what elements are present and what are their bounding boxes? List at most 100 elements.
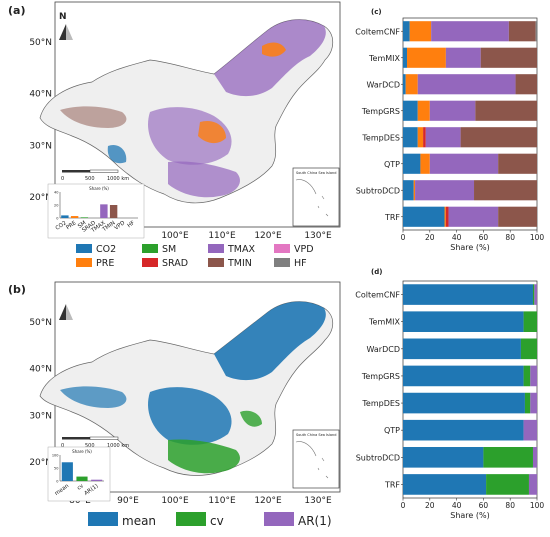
chart-d-category-label: TempDES [361,399,400,408]
chart-c-xtick-label: 0 [401,233,406,242]
chart-d-bar-segment [403,392,525,414]
map-b: (b) 50°N40°N30°N20°N 80°E90°E100°E110°E1… [8,281,341,506]
mini-a-bar [80,217,89,218]
chart-c-xtick-label: 80 [505,233,515,242]
chart-c-bar-segment [515,74,537,95]
chart-d-bar-segment [523,419,537,441]
chart-c-bar-segment [403,47,408,68]
chart-d-bar-segment [520,338,537,360]
chart-c-bar-segment [431,21,509,42]
chart-d-bar-segment [486,474,529,495]
vegetation-purple-a [214,19,326,97]
inset-a-label: South China Sea Island [296,171,336,175]
mini-a-tick: 40 [54,191,58,195]
chart-c-bar-segment [425,127,461,148]
legend-b-swatch [176,512,206,526]
chart-c-bar-segment [475,100,537,121]
chart-c-xtick-label: 40 [452,233,462,242]
legend-b-label: mean [122,514,156,528]
chart-c-xlabel: Share (%) [450,243,489,252]
chart-c-category-label: SubtroDCD [356,186,400,195]
legend-b-label: cv [210,514,224,528]
legend-a-swatch [274,258,290,267]
chart-d-bar-segment [403,447,484,468]
chart-d-xtick-label: 100 [530,501,545,510]
inset-a-islands [295,179,329,217]
inset-b-islands [295,441,329,479]
map-a-lat-label: 20°N [29,193,52,203]
chart-c-bar-segment [403,74,406,95]
chart-d-bar-segment [523,311,537,332]
map-a-lon-label: 120°E [254,231,282,241]
chart-d-frame [402,280,538,499]
map-b-lat-label: 20°N [29,458,52,468]
vegetation-tmin-a [60,106,127,128]
chart-c-xtick-label: 20 [425,233,435,242]
chart-c-bar-segment [403,180,414,201]
legend-a: CO2 SM TMAX VPD PRE SRAD TMIN HF [76,244,314,269]
legend-a-label: TMAX [227,244,255,255]
scale-a-1000: 1000 km [107,176,129,182]
mini-b-category-label: cv [76,483,85,492]
chart-c-bar-segment [429,153,499,174]
chart-c-bar-segment [480,47,537,68]
vegetation-mean-b3 [60,386,127,408]
chart-c-bar-segment [417,100,430,121]
mini-a-bar [70,216,79,218]
legend-a-swatch [76,244,92,253]
chart-d-category-label: SubtroDCD [356,453,400,462]
chart-d-xtick-label: 80 [505,501,515,510]
mini-a-category-label: CO2 [55,220,68,232]
mini-b-box [47,446,111,502]
mini-a-category-label: SM [77,220,87,230]
map-b-lon-label: 110°E [208,496,236,506]
chart-d-bar-segment [403,284,533,305]
chart-c-bar-segment [429,100,476,121]
mini-b-tick: 50 [54,467,58,471]
map-b-lat-label: 50°N [29,318,52,328]
chart-c-category-label: TRF [384,213,400,222]
mini-a-category-label: PRE [65,220,78,231]
legend-a-swatch [142,244,158,253]
north-arrow-b-icon-light [66,304,73,320]
legend-a-swatch [208,258,224,267]
panel-b-label: (b) [8,283,26,296]
panel-d-label: (d) [371,268,382,276]
map-b-lat-label: 30°N [29,411,52,421]
chart-c-bar-segment [498,153,537,174]
inset-b-label: South China Sea Island [296,433,336,437]
chart-c-bar-segment [460,127,537,148]
legend-a-label: VPD [294,244,314,255]
north-arrow-b-icon [59,304,66,320]
mini-a-bar [100,204,108,218]
chart-c-bar-segment [445,47,481,68]
chart-c-category-label: TempGRS [361,107,400,116]
panel-a-label: (a) [8,4,25,17]
chart-c-bar-segment [448,206,499,227]
chart-d-bar-segment [403,419,524,441]
chart-c-bar-segment [474,180,537,201]
chart-c-category-label: ColtemCNF [355,27,400,36]
chart-c-bar-segment [403,127,418,148]
chart-c-bar-segment [415,180,475,201]
scale-b-500: 500 [85,443,95,449]
chart-c-bar-segment [445,206,449,227]
map-b-lon-label: 120°E [254,496,282,506]
chart-d-bar-segment [403,474,487,495]
chart-d-bar-segment [403,311,524,332]
inset-b [292,429,340,489]
chart-c-xtick-label: 100 [530,233,545,242]
chart-d-xtick-label: 20 [425,501,435,510]
map-a-lat-label: 50°N [29,38,52,48]
map-a-lon-label: 100°E [161,231,189,241]
mini-b-bar [76,476,88,481]
mini-a-category-label: VPD [114,220,127,231]
chart-d-bar-segment [532,447,537,468]
legend-b: mean cv AR(1) [88,512,332,528]
chart-d-category-label: TRF [384,480,400,489]
chart-d-bar-segment [523,365,531,387]
scale-a-500: 500 [85,176,95,182]
legend-a-swatch [142,258,158,267]
